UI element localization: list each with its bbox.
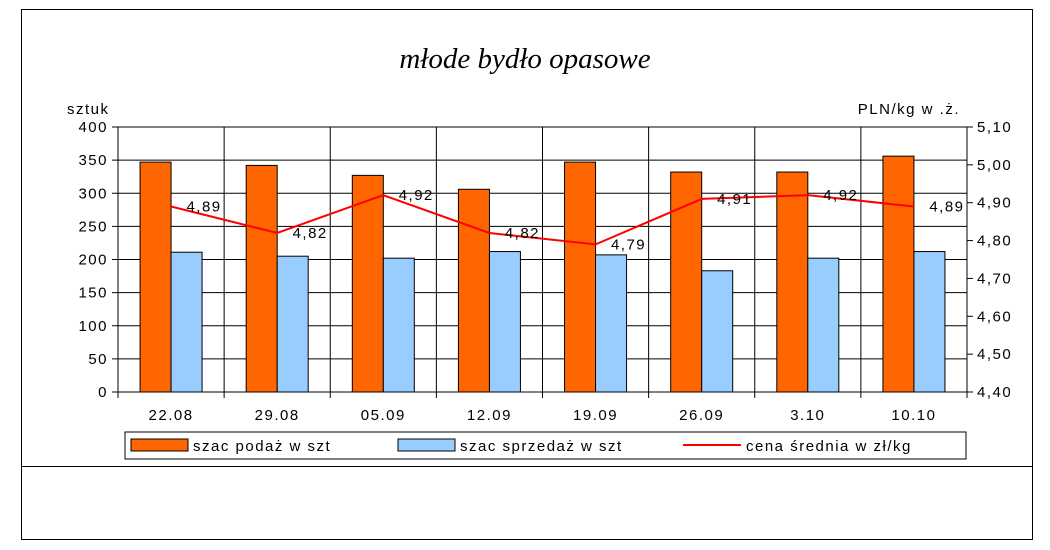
x-tick-label: 10.10: [891, 407, 936, 424]
bar-sales: [807, 257, 840, 393]
bar-supply: [457, 188, 490, 393]
chart-area-frame: [21, 9, 1033, 467]
bar-sales: [276, 255, 309, 393]
y2-tick-label: 4,80: [977, 233, 1012, 250]
bars: [139, 155, 946, 393]
y2-tick-label: 5,10: [977, 119, 1012, 136]
price-data-label: 4,89: [186, 199, 221, 216]
price-data-label: 4,82: [505, 225, 540, 242]
y-tick-label: 0: [98, 384, 108, 401]
x-tick-label: 29.08: [255, 407, 300, 424]
bar-sales: [488, 251, 521, 393]
bar-supply: [245, 164, 278, 393]
y-axis-label: sztuk: [67, 101, 110, 118]
legend-swatch-supply: [130, 438, 189, 452]
legend-box: [124, 431, 967, 460]
bar-supply: [882, 155, 915, 393]
y2-tick-label: 5,00: [977, 157, 1012, 174]
legend-label-sales: szac sprzedaż w szt: [460, 438, 623, 455]
x-tick-label: 22.08: [149, 407, 194, 424]
bar-sales: [701, 270, 734, 393]
price-data-label: 4,91: [717, 191, 752, 208]
chart-title: młode bydło opasowe: [399, 43, 650, 75]
legend-label-price: cena średnia w zł/kg: [746, 438, 912, 455]
y-tick-label: 250: [78, 218, 108, 235]
y-tick-label: 50: [88, 351, 108, 368]
y-tick-label: 350: [78, 152, 108, 169]
y2-tick-label: 4,90: [977, 195, 1012, 212]
price-data-label: 4,89: [929, 199, 964, 216]
bar-supply: [776, 171, 809, 393]
y-tick-label: 100: [78, 318, 108, 335]
x-tick-label: 05.09: [361, 407, 406, 424]
bar-sales: [595, 254, 628, 393]
y-tick-label: 300: [78, 185, 108, 202]
y-tick-label: 200: [78, 252, 108, 269]
y2-tick-label: 4,50: [977, 346, 1012, 363]
legend: szac podaż w szt szac sprzedaż w szt cena …: [124, 431, 967, 460]
legend-swatch-sales: [397, 438, 456, 452]
price-data-label: 4,79: [611, 236, 646, 253]
legend-label-supply: szac podaż w szt: [193, 438, 331, 455]
y-tick-label: 150: [78, 285, 108, 302]
axes: 0 50 100 150 200 250 300 350 400 4,40 4,50 4,60 4,70…: [78, 119, 1012, 424]
bar-supply: [564, 161, 597, 393]
bar-supply: [670, 171, 703, 393]
bar-supply: [139, 161, 172, 393]
grid: [117, 126, 968, 393]
price-data-label: 4,92: [399, 187, 434, 204]
x-tick-label: 12.09: [467, 407, 512, 424]
bar-sales: [382, 257, 415, 393]
y-tick-label: 400: [78, 119, 108, 136]
price-line: 4,89 4,82 4,92 4,82 4,79 4,91 4,92 4,89: [170, 187, 964, 253]
price-series-line: [170, 194, 915, 246]
x-tick-label: 3.10: [790, 407, 825, 424]
bar-sales: [170, 251, 203, 393]
y2-tick-label: 4,40: [977, 384, 1012, 401]
price-data-label: 4,92: [823, 187, 858, 204]
y2-tick-label: 4,60: [977, 308, 1012, 325]
y2-tick-label: 4,70: [977, 270, 1012, 287]
price-data-label: 4,82: [293, 225, 328, 242]
x-tick-label: 26.09: [679, 407, 724, 424]
y2-axis-label: PLN/kg w .ż.: [858, 101, 960, 118]
bar-supply: [351, 174, 384, 393]
bar-sales: [913, 251, 946, 393]
x-tick-label: 19.09: [573, 407, 618, 424]
